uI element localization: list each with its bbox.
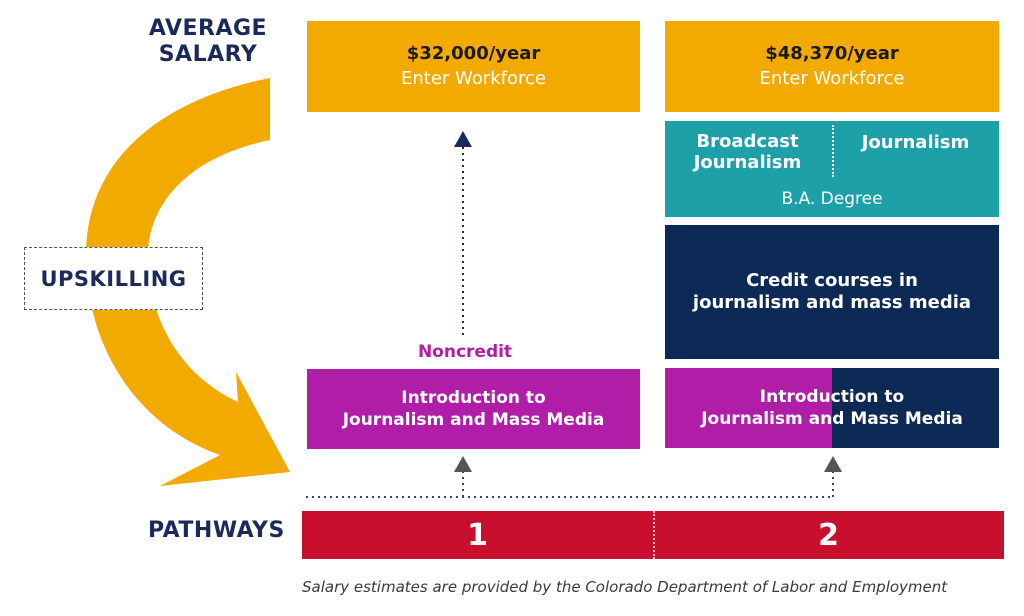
pathway1-workforce: Enter Workforce [401,67,546,89]
pathway-number-2: 2 [818,517,839,553]
broadcast-line2: Journalism [693,152,802,173]
ba-degree-box: Broadcast Journalism Journalism B.A. Deg… [665,121,999,217]
pathway1-salary: $32,000/year [406,42,541,64]
upskilling-box: UPSKILLING [24,247,203,310]
pathways-label: PATHWAYS [148,518,285,543]
ba-divider [832,125,834,177]
pathway2-workforce: Enter Workforce [759,67,905,89]
pathway2-salary: $48,370/year [765,42,899,64]
pathway1-intro-line2: Journalism and Mass Media [342,410,605,430]
average-salary-text: AVERAGE SALARY [148,16,268,67]
pathway-bar-divider [653,511,655,559]
noncredit-label: Noncredit [417,342,513,362]
pathway1-intro-line1: Introduction to [401,388,546,408]
credit-line2: journalism and mass media [692,292,972,313]
connector-arrowhead-1 [454,456,472,472]
pathway-number-1: 1 [467,517,488,553]
pathway1-salary-box: $32,000/year Enter Workforce [307,21,640,112]
pathway2-intro-box: Introduction to Journalism and Mass Medi… [665,368,999,448]
broadcast-journalism-label: Broadcast Journalism [665,131,830,173]
pathway2-intro-line2: Journalism and Mass Media [701,409,963,429]
upskilling-arrow [86,78,290,486]
credit-courses-box: Credit courses in journalism and mass me… [665,225,999,359]
credit-line1: Credit courses in [746,270,918,291]
broadcast-line1: Broadcast [696,131,799,152]
connector-arrowhead-2 [824,456,842,472]
average-salary-label: AVERAGE SALARY [128,16,288,68]
upskilling-text: UPSKILLING [40,266,187,291]
pathway2-salary-box: $48,370/year Enter Workforce [665,21,999,112]
pathway1-intro-box: Introduction to Journalism and Mass Medi… [307,369,640,449]
pathway2-intro-line1: Introduction to [759,387,905,407]
pathway-bar: 1 2 [302,511,1004,559]
footnote: Salary estimates are provided by the Col… [302,578,948,596]
pathway1-up-arrow [454,131,472,335]
pathway-connectors [306,456,842,498]
upskilling-arrow-shape [86,78,290,486]
journalism-label: Journalism [861,132,970,153]
pathway1-arrowhead [454,131,472,147]
ba-degree-label: B.A. Degree [781,189,883,209]
